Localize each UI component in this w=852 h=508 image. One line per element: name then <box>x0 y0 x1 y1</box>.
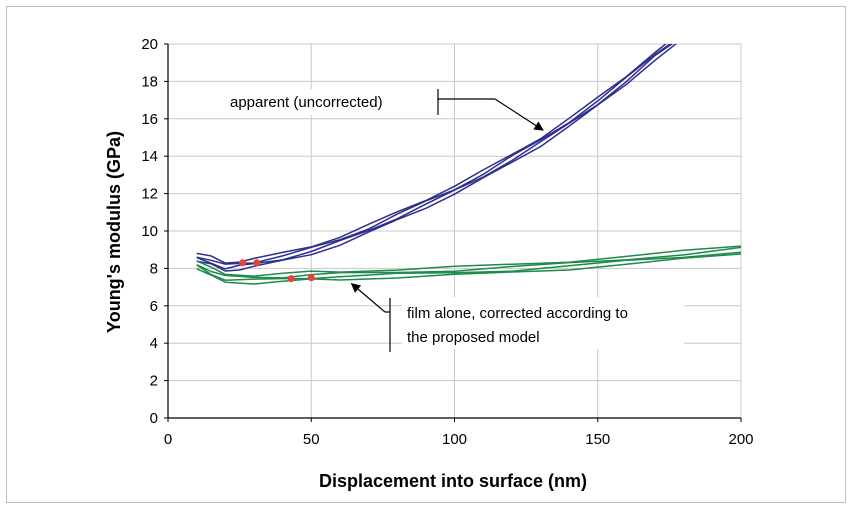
y-tick-label: 0 <box>150 410 158 427</box>
y-tick-label: 20 <box>141 36 158 53</box>
series-1-group <box>196 245 741 285</box>
annotation-apparent-arrow <box>494 98 544 131</box>
highlight-marker <box>238 259 246 267</box>
y-tick-label: 8 <box>150 260 158 277</box>
highlight-marker <box>287 275 295 283</box>
marker-layer <box>238 259 315 283</box>
annotation-film-arrow <box>350 282 386 313</box>
series-1-line <box>196 246 741 279</box>
series-1-line <box>196 251 741 281</box>
x-axis-title: Displacement into surface (nm) <box>319 471 587 491</box>
x-tick-label: 50 <box>303 431 320 448</box>
annotation-film-label-line2: the proposed model <box>407 329 540 346</box>
x-tick-label: 200 <box>728 431 753 448</box>
highlight-marker <box>307 274 315 282</box>
x-tick-label: 100 <box>442 431 467 448</box>
series-1-line <box>196 253 741 285</box>
annotation-apparent-label: apparent (uncorrected) <box>230 94 383 111</box>
gridlines <box>168 43 742 418</box>
y-tick-label: 4 <box>150 335 158 352</box>
x-tick-label: 0 <box>164 431 172 448</box>
annotation-apparent: apparent (uncorrected) <box>226 89 544 131</box>
highlight-marker <box>253 259 261 267</box>
series-0-line <box>196 44 672 265</box>
x-tick-label: 150 <box>585 431 610 448</box>
series-0-line <box>196 44 678 272</box>
y-tick-label: 10 <box>141 223 158 240</box>
y-tick-label: 12 <box>141 186 158 203</box>
series-0-line <box>196 44 674 270</box>
axes <box>164 43 742 422</box>
y-tick-label: 16 <box>141 111 158 128</box>
annotation-apparent-box <box>226 89 434 115</box>
annotation-film-label-line1: film alone, corrected according to <box>407 305 628 322</box>
y-tick-label: 6 <box>150 298 158 315</box>
series-0-group <box>196 44 678 272</box>
figure-frame <box>6 6 846 503</box>
series-1-line <box>196 245 741 277</box>
series-0-line <box>196 44 667 264</box>
y-tick-label: 18 <box>141 73 158 90</box>
annotation-film-alone: film alone, corrected according to the p… <box>350 282 684 352</box>
series-layer <box>196 44 741 285</box>
y-tick-label: 2 <box>150 373 158 390</box>
y-axis-title: Young's modulus (GPa) <box>104 131 124 333</box>
y-tick-label: 14 <box>141 148 158 165</box>
annotation-film-box <box>402 297 684 349</box>
